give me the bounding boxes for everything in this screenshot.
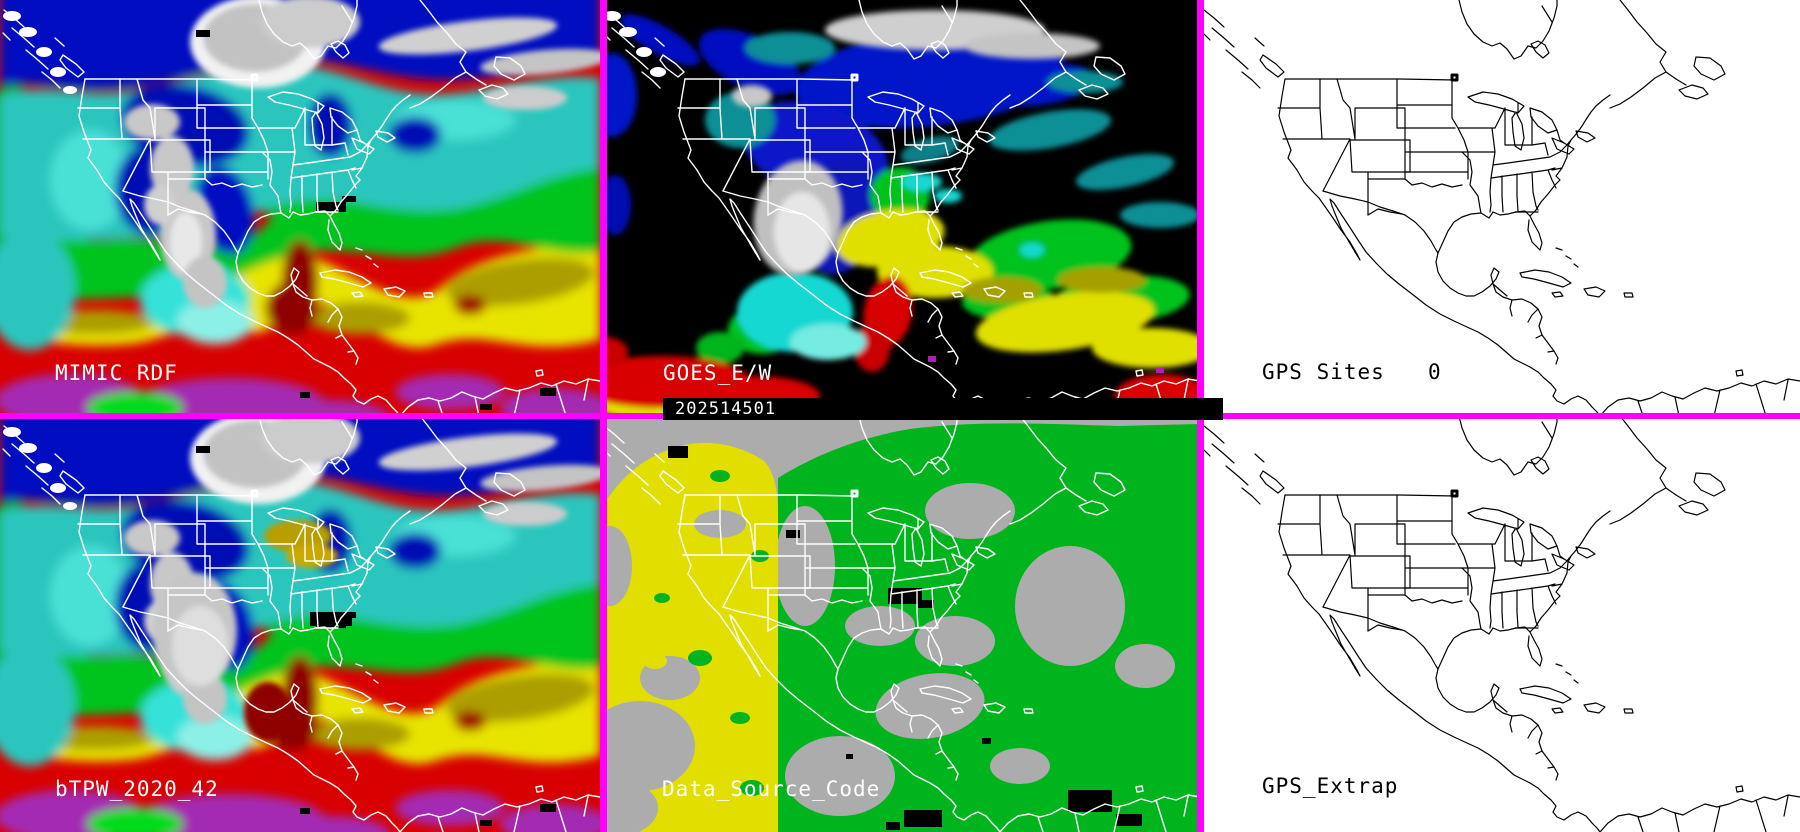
panel-data-source-code[interactable]: Data_Source_Code	[600, 416, 1200, 832]
btpw-map-image	[0, 416, 600, 832]
timestamp-value: 202514501	[675, 399, 777, 419]
gps-extrap-map-image	[1200, 416, 1800, 832]
gps-sites-map-image	[1200, 0, 1800, 416]
panel-mimic-rdf[interactable]: MIMIC RDF	[0, 0, 600, 416]
goes-ew-map-image	[600, 0, 1200, 416]
mimic-rdf-map-image	[0, 0, 600, 416]
panel-btpw[interactable]: bTPW_2020_42	[0, 416, 600, 832]
panel-goes-ew[interactable]: GOES_E/W	[600, 0, 1200, 416]
data-source-code-map-image	[600, 416, 1200, 832]
timestamp-bar: 202514501	[663, 398, 1223, 420]
panel-gps-extrap[interactable]: GPS_Extrap	[1200, 416, 1800, 832]
panel-gps-sites[interactable]: GPS Sites 0	[1200, 0, 1800, 416]
